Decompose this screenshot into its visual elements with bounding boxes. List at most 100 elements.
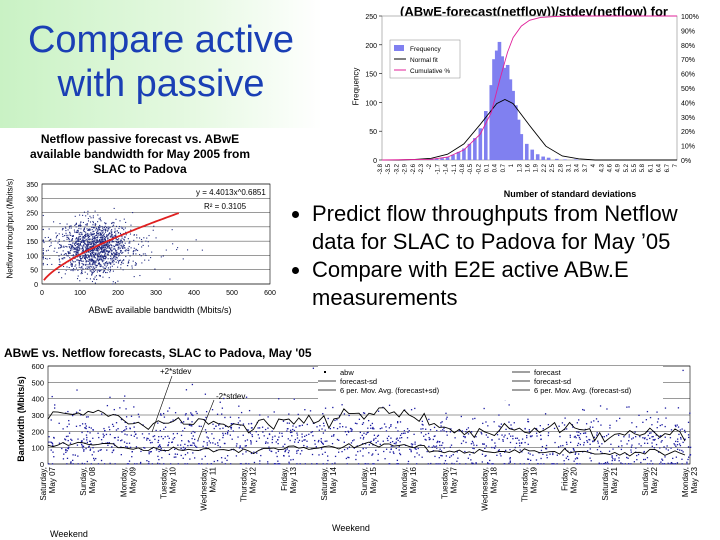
scatter-point	[98, 270, 101, 272]
timeseries-abw-point	[434, 435, 436, 437]
scatter-point	[106, 250, 108, 252]
scatter-point	[63, 235, 66, 237]
scatter-point	[79, 223, 81, 225]
timeseries-abw-point	[77, 455, 79, 457]
scatter-point	[104, 248, 106, 250]
scatter-point	[116, 230, 118, 232]
timeseries-abw-point	[299, 425, 301, 427]
timeseries-abw-point	[540, 457, 542, 460]
timeseries-abw-point	[107, 444, 109, 446]
scatter-point	[93, 254, 95, 256]
scatter-point	[145, 254, 147, 256]
timeseries-legend-label: 6 per. Mov. Avg. (forecast-sd)	[534, 386, 632, 395]
scatter-point	[78, 262, 80, 264]
timeseries-abw-point	[397, 463, 399, 465]
histogram-x-tick-label: -0.5	[468, 163, 474, 174]
timeseries-abw-point	[157, 441, 159, 444]
scatter-point	[75, 241, 77, 243]
scatter-point	[91, 273, 93, 275]
scatter-point	[99, 239, 101, 241]
scatter-point	[82, 250, 84, 252]
scatter-point	[80, 258, 82, 260]
timeseries-x-tick-label-date: May 07	[48, 466, 57, 493]
timeseries-abw-point	[524, 428, 526, 430]
timeseries-abw-point	[372, 463, 374, 465]
timeseries-abw-point	[299, 463, 301, 465]
timeseries-abw-point	[355, 458, 357, 461]
scatter-point	[125, 249, 127, 251]
scatter-point	[144, 259, 146, 261]
scatter-point	[136, 237, 138, 239]
timeseries-abw-point	[329, 427, 331, 430]
timeseries-abw-point	[320, 448, 323, 450]
scatter-point	[87, 234, 89, 236]
timeseries-abw-point	[582, 432, 585, 434]
timeseries-abw-point	[414, 407, 416, 410]
scatter-point	[69, 252, 71, 255]
scatter-point	[187, 249, 189, 251]
timeseries-abw-point	[472, 447, 474, 449]
scatter-point	[85, 256, 87, 258]
scatter-point	[92, 217, 94, 219]
histogram-bar	[473, 138, 477, 160]
timeseries-legend-label: abw	[340, 368, 354, 377]
timeseries-abw-point	[579, 433, 582, 435]
timeseries-abw-point	[324, 429, 326, 431]
scatter-point	[60, 253, 62, 255]
scatter-y-tick-label: 50	[30, 268, 38, 275]
scatter-point	[94, 237, 96, 239]
scatter-point	[115, 225, 118, 227]
scatter-point	[97, 246, 99, 248]
timeseries-abw-point	[627, 463, 630, 465]
timeseries-abw-point	[341, 450, 343, 453]
timeseries-abw-point	[491, 463, 493, 465]
timeseries-abw-point	[188, 441, 190, 443]
timeseries-abw-point	[235, 455, 238, 457]
timeseries-abw-point	[301, 440, 303, 442]
scatter-point	[117, 242, 120, 244]
timeseries-abw-point	[111, 423, 114, 426]
timeseries-abw-point	[160, 449, 162, 452]
scatter-point	[113, 241, 115, 243]
scatter-point	[111, 232, 113, 234]
timeseries-abw-point	[687, 434, 690, 436]
timeseries-abw-point	[148, 433, 150, 435]
timeseries-abw-point	[402, 432, 405, 434]
timeseries-abw-point	[250, 441, 252, 443]
scatter-point	[77, 259, 79, 261]
timeseries-abw-point	[516, 437, 519, 439]
scatter-point	[103, 267, 105, 269]
timeseries-abw-point	[182, 457, 184, 459]
scatter-point	[78, 236, 80, 238]
scatter-point	[102, 234, 104, 237]
timeseries-abw-point	[640, 461, 642, 464]
scatter-point	[90, 217, 92, 219]
scatter-point	[63, 240, 65, 242]
timeseries-abw-point	[190, 424, 192, 427]
scatter-point	[75, 240, 77, 242]
scatter-point	[107, 244, 109, 246]
timeseries-abw-point	[124, 421, 126, 424]
timeseries-abw-point	[350, 430, 352, 432]
scatter-point	[70, 225, 72, 227]
timeseries-abw-point	[336, 427, 339, 430]
timeseries-abw-point	[230, 423, 233, 425]
timeseries-abw-point	[675, 456, 678, 458]
scatter-point	[154, 268, 156, 270]
scatter-point	[89, 255, 91, 257]
scatter-point	[90, 254, 92, 256]
scatter-point	[131, 267, 133, 269]
timeseries-abw-point	[359, 450, 362, 452]
timeseries-abw-point	[398, 449, 400, 451]
timeseries-abw-point	[331, 435, 333, 437]
timeseries-abw-point	[222, 432, 224, 434]
timeseries-abw-point	[387, 439, 389, 442]
timeseries-abw-point	[611, 463, 613, 465]
scatter-point	[117, 239, 119, 241]
scatter-point	[73, 247, 75, 250]
timeseries-abw-point	[631, 422, 633, 424]
scatter-point	[101, 259, 103, 261]
histogram-x-tick-label: 4	[591, 163, 597, 167]
timeseries-abw-point	[375, 442, 377, 444]
timeseries-abw-point	[86, 441, 88, 444]
